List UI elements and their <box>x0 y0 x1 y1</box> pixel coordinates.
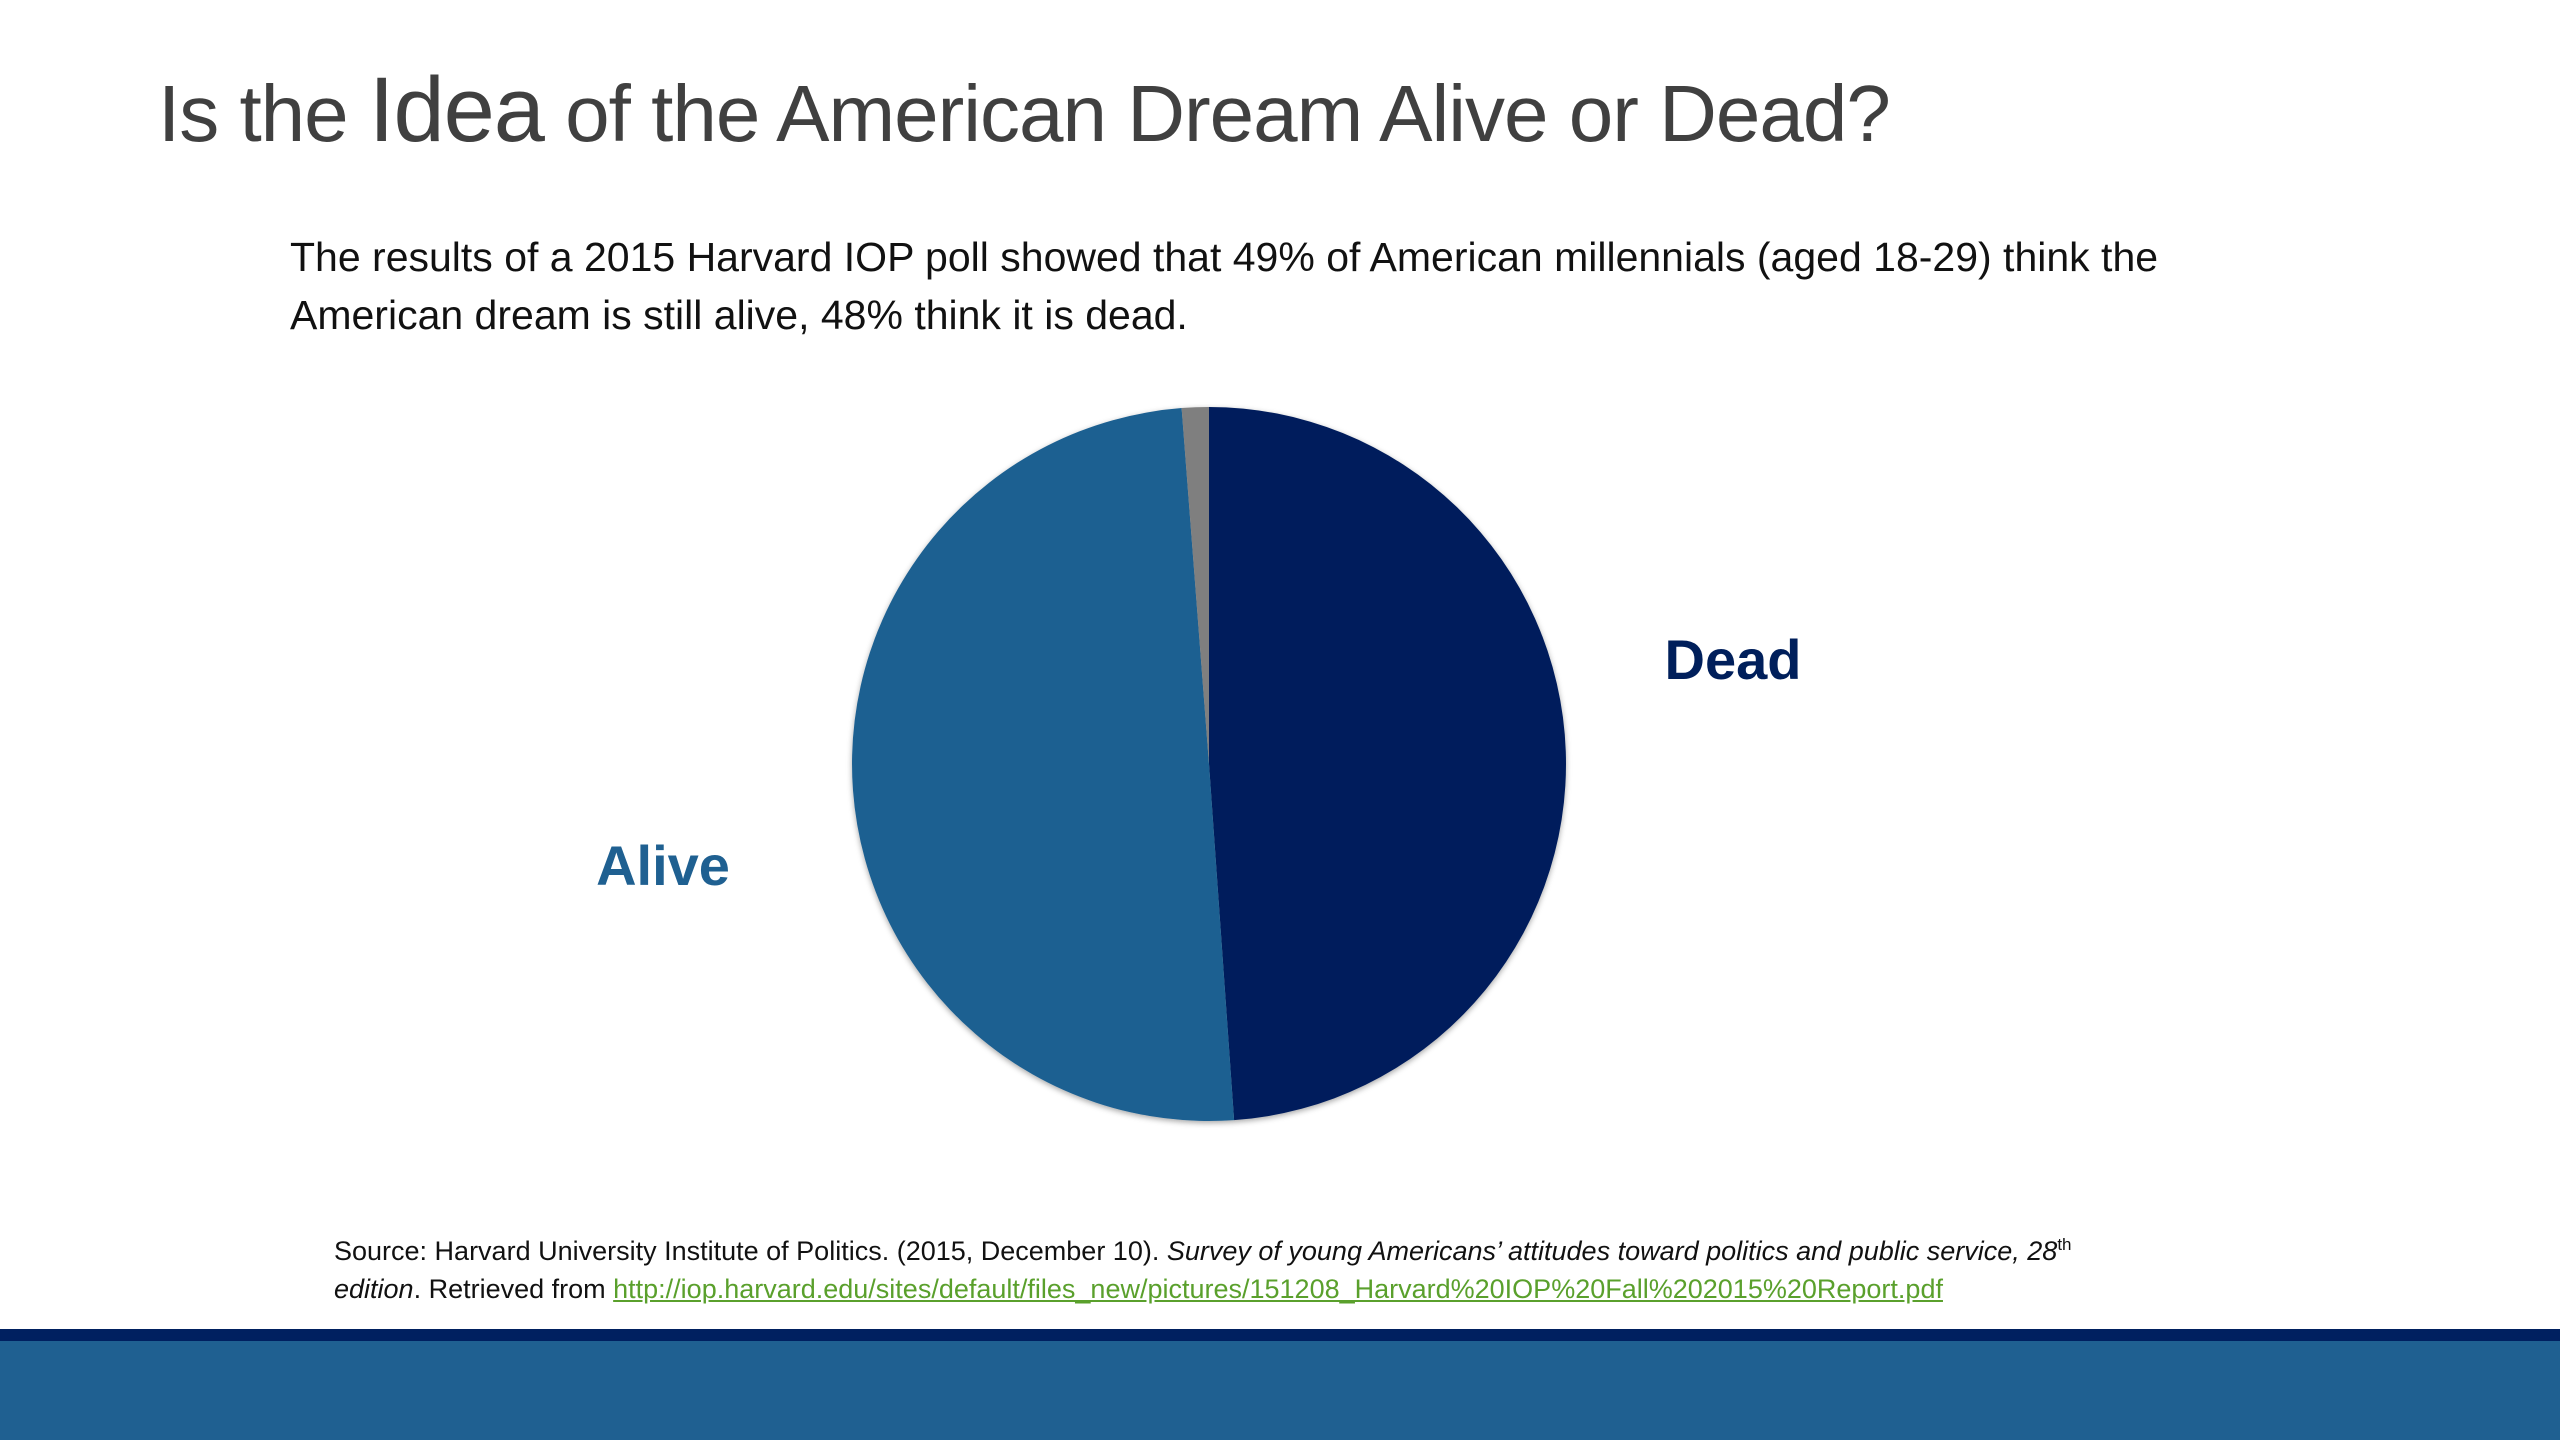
source-edition: edition <box>334 1274 414 1304</box>
page-title: Is the Idea of the American Dream Alive … <box>158 59 1891 161</box>
footer-line <box>0 1329 2560 1341</box>
intro-text: The results of a 2015 Harvard IOP poll s… <box>290 234 2159 338</box>
title-emphasis: Idea <box>368 59 545 161</box>
source-retrieved: . Retrieved from <box>413 1274 614 1304</box>
pie-slice-dead <box>1209 407 1567 1121</box>
source-link[interactable]: http://iop.harvard.edu/sites/default/fil… <box>613 1274 1943 1304</box>
source-title: Survey of young Americans’ attitudes tow… <box>1166 1236 2058 1266</box>
source-citation: Source: Harvard University Institute of … <box>334 1232 2334 1308</box>
footer-band <box>0 1341 2560 1440</box>
pie-slice-other <box>1181 407 1209 764</box>
pie-slice-alive <box>852 408 1235 1121</box>
source-prefix: Source: Harvard University Institute of … <box>334 1236 1167 1266</box>
title-part1: Is the <box>158 69 369 158</box>
slice-label-alive: Alive <box>596 834 730 897</box>
title-part2: of the American Dream Alive or Dead? <box>543 69 1891 158</box>
pie-slices <box>852 407 1567 1121</box>
slice-label-dead: Dead <box>1665 628 1802 691</box>
source-superscript: th <box>2057 1235 2072 1254</box>
